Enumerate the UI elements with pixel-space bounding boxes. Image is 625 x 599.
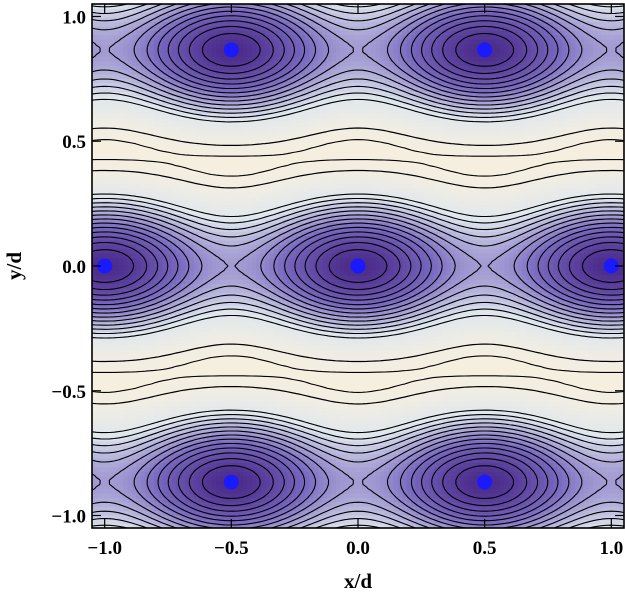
minimum-marker [97, 258, 113, 274]
y-tick-label: 0.0 [62, 257, 86, 278]
minimum-marker [603, 258, 619, 274]
y-tick-label: 1.0 [62, 7, 86, 28]
contour-line [92, 4, 624, 528]
contour-line [92, 6, 624, 526]
saddle-contour-line [92, 127, 624, 405]
contour-line [92, 4, 624, 528]
x-tick-label: 0.5 [473, 538, 497, 559]
y-tick-label: −1.0 [51, 507, 86, 528]
y-axis-label: y/d [2, 252, 26, 280]
contour-line [92, 20, 624, 512]
y-tick-label: −0.5 [51, 382, 86, 403]
contour-line [92, 10, 624, 522]
contour-line [92, 4, 624, 528]
contour-line [92, 4, 624, 528]
contour-line [92, 4, 624, 528]
contour-line [92, 139, 624, 393]
minimum-marker [477, 42, 493, 58]
contour-line [92, 98, 624, 434]
contour-lines [92, 4, 624, 528]
contour-line [92, 33, 624, 499]
x-axis-ticks: −1.0 −0.5 0.0 0.5 1.0 [87, 4, 623, 559]
minimum-marker [223, 42, 239, 58]
minimum-marker [350, 258, 366, 274]
minimum-marker [223, 474, 239, 490]
x-tick-label: 1.0 [599, 538, 623, 559]
x-tick-label: −0.5 [214, 538, 249, 559]
y-tick-label: 0.5 [62, 132, 86, 153]
minima-markers [97, 42, 619, 490]
minimum-marker [477, 474, 493, 490]
contour-line [92, 25, 624, 507]
x-tick-label: 0.0 [346, 538, 370, 559]
x-tick-label: −1.0 [87, 538, 122, 559]
x-axis-label: x/d [344, 569, 372, 593]
contour-line [92, 4, 624, 528]
contour-line [92, 15, 624, 517]
y-axis-ticks: −1.0 −0.5 0.0 0.5 1.0 [51, 7, 624, 528]
